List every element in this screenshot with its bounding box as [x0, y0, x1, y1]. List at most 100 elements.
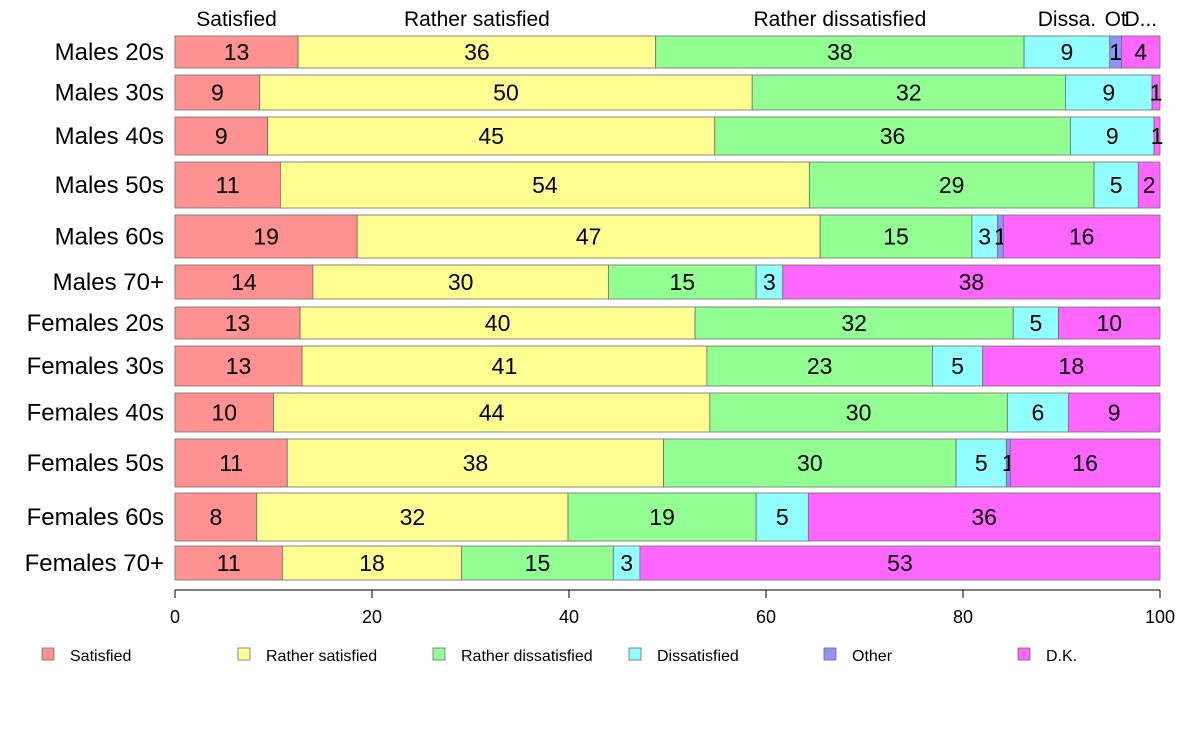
data-label-females-20s-satisfied: 13	[225, 310, 251, 336]
bar-females-30s-rather-dissatisfied	[706, 345, 933, 387]
bar-males-30s-rather-satisfied	[259, 74, 753, 111]
category-label-females-20s: Females 20s	[27, 310, 164, 337]
bar-males-60s-dissatisfied	[971, 214, 998, 259]
data-label-males-60s-satisfied: 19	[253, 224, 279, 250]
bar-females-50s-rather-satisfied	[286, 438, 664, 488]
column-header-4: Dissa.	[1038, 8, 1096, 31]
data-label-males-20s-rather-satisfied: 36	[464, 39, 490, 65]
data-label-males-60s-rather-dissatisfied: 15	[883, 224, 909, 250]
data-label-females-60s-d-k: 36	[971, 504, 997, 530]
data-label-females-20s-dissatisfied: 5	[1029, 310, 1042, 336]
bar-females-40s-satisfied	[174, 392, 274, 433]
bar-males-30s-dissatisfied	[1065, 74, 1153, 111]
bar-males-60s-rather-dissatisfied	[819, 214, 973, 259]
data-label-females-70-d-k: 53	[887, 550, 913, 576]
x-tick-label-60: 60	[756, 607, 776, 627]
data-label-females-50s-rather-satisfied: 38	[463, 450, 489, 476]
bar-females-50s-dissatisfied	[955, 438, 1007, 488]
data-label-males-70-dissatisfied: 3	[763, 269, 776, 295]
data-label-females-30s-dissatisfied: 5	[951, 353, 964, 379]
data-label-females-40s-d-k: 9	[1108, 400, 1121, 426]
x-tick-label-80: 80	[953, 607, 973, 627]
bar-females-30s-satisfied	[174, 345, 303, 387]
data-label-males-60s-rather-satisfied: 47	[576, 224, 602, 250]
category-label-males-70: Males 70+	[53, 269, 164, 296]
bar-females-30s-d-k	[982, 345, 1161, 387]
data-label-males-20s-rather-dissatisfied: 38	[827, 39, 853, 65]
bar-males-60s-rather-satisfied	[356, 214, 821, 259]
data-label-females-60s-rather-dissatisfied: 19	[649, 504, 675, 530]
data-label-females-70-rather-dissatisfied: 15	[525, 550, 551, 576]
data-label-females-40s-rather-dissatisfied: 30	[846, 400, 872, 426]
legend-label-d-k: D.K.	[1046, 648, 1077, 665]
data-label-males-30s-satisfied: 9	[211, 80, 224, 106]
data-label-females-60s-dissatisfied: 5	[776, 504, 789, 530]
bar-females-20s-d-k	[1058, 306, 1161, 340]
bar-females-30s-rather-satisfied	[301, 345, 708, 387]
data-label-males-70-rather-satisfied: 30	[448, 269, 474, 295]
data-label-females-60s-rather-satisfied: 32	[400, 504, 426, 530]
data-label-males-20s-d-k: 4	[1134, 39, 1147, 65]
bar-males-70-rather-dissatisfied	[608, 264, 757, 300]
x-tick-label-40: 40	[559, 607, 579, 627]
data-label-females-50s-satisfied: 11	[219, 450, 243, 476]
category-labels: Males 20s Males 30s Males 40s Males 50s Male…	[25, 39, 164, 577]
category-label-females-60s: Females 60s	[27, 504, 164, 531]
data-label-males-30s-dissatisfied: 9	[1102, 80, 1115, 106]
bar-females-50s-rather-dissatisfied	[663, 438, 957, 488]
bar-males-20s-rather-satisfied	[297, 35, 657, 69]
bar-males-60s-satisfied	[174, 214, 358, 259]
column-header-5: Ot	[1105, 8, 1127, 31]
data-label-males-70-rather-dissatisfied: 15	[669, 269, 695, 295]
bar-females-70-satisfied	[174, 545, 283, 581]
data-label-males-30s-d-k: 1	[1150, 80, 1163, 106]
data-label-females-70-satisfied: 11	[217, 550, 241, 576]
data-label-females-70-rather-satisfied: 18	[359, 550, 385, 576]
data-label-females-50s-rather-dissatisfied: 30	[797, 450, 823, 476]
data-label-males-50s-d-k: 2	[1143, 172, 1156, 198]
bar-males-50s-rather-dissatisfied	[808, 161, 1095, 209]
bar-females-30s-dissatisfied	[932, 345, 984, 387]
legend-label-rather-dissatisfied: Rather dissatisfied	[461, 648, 593, 665]
column-headers: Satisfied Rather satisfied Rather dissatis…	[196, 8, 1157, 31]
category-label-females-40s: Females 40s	[27, 400, 164, 427]
data-label-males-70-satisfied: 14	[231, 269, 257, 295]
data-label-females-40s-satisfied: 10	[211, 400, 237, 426]
bar-females-50s-satisfied	[174, 438, 288, 488]
bar-females-70-d-k	[639, 545, 1161, 581]
category-label-females-50s: Females 50s	[27, 450, 164, 477]
bar-females-60s-d-k	[807, 492, 1161, 542]
category-label-females-30s: Females 30s	[27, 353, 164, 380]
category-label-males-20s: Males 20s	[55, 39, 164, 66]
bar-males-50s-satisfied	[174, 161, 281, 209]
legend-label-rather-satisfied: Rather satisfied	[266, 648, 377, 665]
data-label-males-40s-rather-dissatisfied: 36	[880, 123, 906, 149]
x-tick-label-100: 100	[1145, 607, 1175, 627]
bar-females-40s-rather-dissatisfied	[709, 392, 1008, 433]
data-label-females-20s-d-k: 10	[1096, 310, 1122, 336]
bar-males-20s-d-k	[1121, 35, 1161, 69]
legend-label-satisfied: Satisfied	[70, 648, 131, 665]
data-label-males-50s-rather-dissatisfied: 29	[939, 172, 965, 198]
data-label-males-40s-dissatisfied: 9	[1106, 123, 1119, 149]
data-label-males-50s-satisfied: 11	[216, 172, 240, 198]
data-label-females-30s-rather-dissatisfied: 23	[807, 353, 833, 379]
bar-females-60s-rather-satisfied	[256, 492, 569, 542]
legend-swatch-d-k	[1017, 647, 1031, 661]
bar-females-40s-rather-satisfied	[273, 392, 711, 433]
column-header-1: Satisfied	[196, 8, 277, 31]
category-label-males-30s: Males 30s	[55, 80, 164, 107]
bar-females-70-rather-satisfied	[281, 545, 463, 581]
bar-males-70-d-k	[782, 264, 1161, 300]
legend: Satisfied Rather satisfied Rather dissatis…	[41, 647, 1077, 665]
category-label-females-70: Females 70+	[25, 550, 164, 577]
data-label-females-50s-dissatisfied: 5	[975, 450, 988, 476]
data-label-females-30s-rather-satisfied: 41	[492, 353, 518, 379]
data-label-males-30s-rather-dissatisfied: 32	[896, 80, 922, 106]
data-label-males-70-d-k: 38	[959, 269, 985, 295]
bar-females-20s-dissatisfied	[1012, 306, 1059, 340]
x-axis: 0 20 40 60 80 100	[170, 589, 1175, 627]
category-label-males-60s: Males 60s	[55, 224, 164, 251]
bar-males-30s-satisfied	[174, 74, 261, 111]
